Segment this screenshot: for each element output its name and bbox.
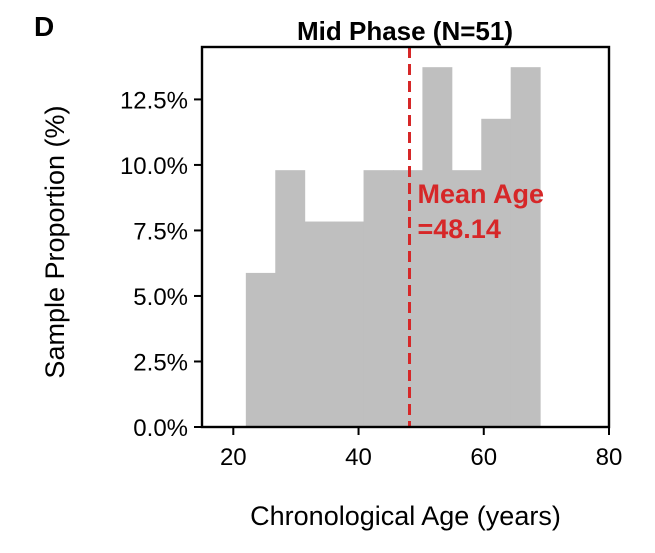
histogram-bar-10: [510, 67, 541, 427]
chart-title: Mid Phase (N=51): [297, 16, 513, 46]
histogram-bar-7: [422, 67, 453, 427]
x-axis: 20 40 60 80: [220, 427, 622, 471]
histogram-bar-2: [275, 170, 306, 427]
y-axis: 0.0% 2.5% 5.0% 7.5% 10.0% 12.5%: [120, 87, 202, 442]
x-tick-label-40: 40: [345, 444, 372, 471]
histogram-bar-8: [451, 170, 482, 427]
histogram-bar-4: [334, 221, 365, 427]
y-axis-label: Sample Proportion (%): [40, 105, 70, 378]
mean-label-line2: =48.14: [418, 214, 501, 244]
mean-group: Mean Age =48.14: [408, 47, 545, 427]
mean-label-line1: Mean Age: [418, 179, 545, 209]
x-tick-label-20: 20: [220, 444, 247, 471]
x-axis-label: Chronological Age (years): [250, 501, 561, 531]
x-tick-label-80: 80: [596, 444, 623, 471]
histogram-bar-9: [481, 118, 512, 428]
y-tick-label-1: 2.5%: [133, 349, 188, 376]
panel-label: D: [34, 11, 54, 42]
histogram-bar-5: [363, 170, 394, 427]
y-tick-label-4: 10.0%: [120, 153, 188, 180]
y-tick-label-3: 7.5%: [133, 218, 188, 245]
histogram-bar-1: [245, 272, 276, 427]
x-tick-label-60: 60: [470, 444, 497, 471]
histogram-bar-6: [392, 170, 423, 427]
bars-group: [245, 67, 541, 428]
y-tick-label-5: 12.5%: [120, 87, 188, 114]
histogram-bar-3: [304, 221, 335, 427]
y-tick-label-2: 5.0%: [133, 284, 188, 311]
plot-frame: [200, 45, 611, 429]
y-tick-label-0: 0.0%: [133, 415, 188, 442]
